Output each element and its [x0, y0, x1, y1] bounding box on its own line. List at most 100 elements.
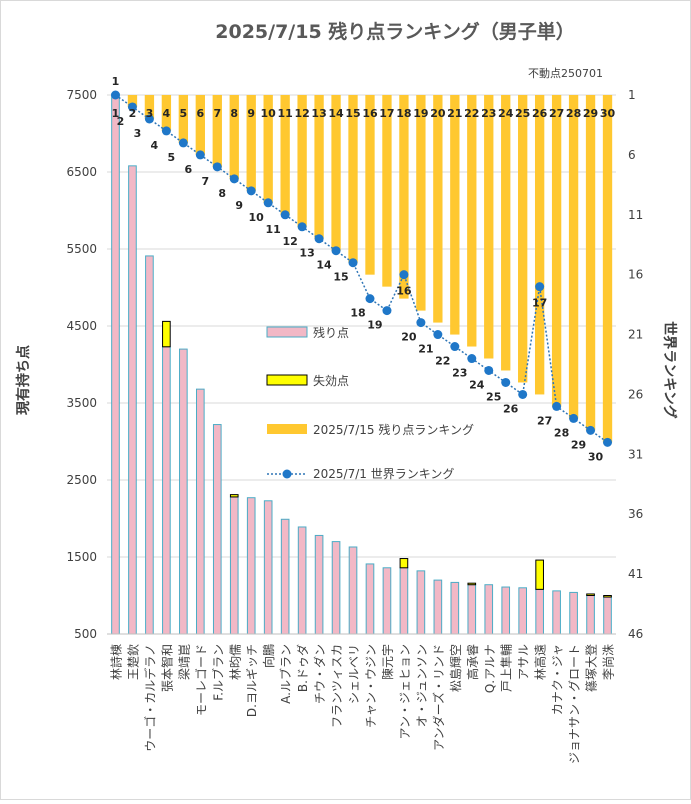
rank-0715-bar [229, 95, 239, 179]
chart-title: 2025/7/15 残り点ランキング（男子単） [215, 20, 574, 43]
category-label: ジョナサン・グロート [568, 644, 582, 764]
legend-swatch-expired [266, 374, 308, 386]
rank-0701-label: 8 [218, 187, 226, 200]
rank-0715-bar [144, 95, 155, 119]
remaining-points-bar [382, 567, 392, 635]
rank-0715-label: 30 [600, 107, 616, 120]
y-right-tick-label: 36 [628, 507, 643, 521]
y-right-tick-label: 11 [628, 208, 643, 222]
y-right-tick-label: 41 [628, 567, 643, 581]
remaining-points-bar [518, 587, 528, 635]
rank-0715-label: 7 [213, 107, 221, 120]
rank-0715-bar [399, 95, 409, 299]
remaining-points-bar [297, 526, 307, 635]
rank-0701-point [450, 342, 460, 352]
rank-0715-bar [501, 95, 511, 371]
rank-0701-label: 6 [184, 163, 192, 176]
rank-0715-bar [297, 95, 307, 227]
remaining-points-bar [229, 496, 239, 635]
rank-0715-bar [518, 95, 528, 383]
rank-0715-label: 27 [549, 107, 564, 120]
rank-0715-bar [534, 95, 545, 395]
legend-label-remaining: 残り点 [313, 326, 349, 340]
remaining-points-bar [280, 518, 290, 635]
expired-points-bar [399, 558, 409, 569]
rank-0715-label: 20 [430, 107, 446, 120]
rank-0715-bar [467, 95, 477, 347]
remaining-points-bar [399, 567, 409, 635]
rank-0715-label: 3 [146, 107, 154, 120]
remaining-points-bar [195, 388, 205, 635]
rank-0715-label: 18 [396, 107, 411, 120]
rank-0701-label: 26 [503, 402, 519, 415]
remaining-points-bar [416, 570, 426, 635]
rank-0701-point [399, 270, 409, 280]
rank-0715-label: 13 [311, 107, 326, 120]
rank-0701-point [535, 282, 545, 292]
legend-label-expired: 失効点 [313, 373, 349, 388]
category-label: D.ヨルギッチ [245, 644, 259, 717]
points-bar-layer [111, 94, 612, 635]
label-layer: 1 2 3 4 5 6 7 8 9 10 11 12 13 14 15 16 17 18 19 20 21 22 23 24 2… [108, 75, 615, 764]
remaining-points-bar [314, 534, 324, 635]
rank-0701-label: 9 [235, 199, 243, 212]
remaining-points-bar [179, 348, 188, 635]
remaining-points-bar [569, 591, 578, 635]
rank-0701-label: 3 [134, 127, 142, 140]
rank-0715-label: 24 [498, 107, 514, 120]
remaining-points-bar [535, 588, 544, 635]
legend-swatch-rank-0715 [267, 424, 307, 434]
category-label: 林詩棟 [108, 644, 123, 680]
y-left-tick-label: 1500 [66, 550, 97, 564]
rank-0715-bar [212, 95, 222, 167]
y-axis-left-title: 現有持ち点 [15, 345, 32, 415]
rank-0701-label: 10 [249, 211, 265, 224]
rank-0715-bar [450, 95, 460, 335]
rank-0715-bar [161, 95, 172, 131]
rank-0715-bar [382, 95, 392, 287]
category-label: 林昀儒 [228, 644, 242, 680]
rank-0715-label: 16 [362, 107, 378, 120]
rank-0701-label: 19 [367, 319, 382, 332]
rank-0715-bar [263, 95, 273, 203]
rank-0715-label: 19 [413, 107, 428, 120]
rank-0701-point [229, 174, 239, 184]
y-left-tick-label: 4500 [66, 319, 97, 333]
rank-0701-label: 27 [537, 414, 552, 427]
rank-0701-point [484, 365, 494, 375]
rank-0715-label: 21 [447, 107, 462, 120]
rank-0701-label: 11 [265, 223, 280, 236]
expired-points-bar [586, 593, 595, 597]
category-label: 王楚欽 [125, 644, 140, 680]
rank-0715-bar [484, 95, 494, 359]
rank-0701-label: 1 [112, 75, 120, 88]
legend-swatch-remaining [266, 326, 308, 338]
rank-0701-label: 22 [435, 355, 450, 368]
rank-0701-point [144, 114, 154, 124]
remaining-points-bar [433, 579, 443, 635]
rank-0715-label: 28 [566, 107, 581, 120]
y-left-tick-label: 2500 [66, 473, 97, 487]
remaining-points-bar [212, 424, 222, 635]
y-left-tick-label: 6500 [66, 165, 97, 179]
grid-layer [107, 94, 616, 635]
category-label: オ・ジュンソン [415, 644, 429, 727]
rank-0701-label: 7 [201, 175, 209, 188]
remaining-points-bar [145, 255, 154, 635]
y-right-tick-label: 6 [628, 148, 636, 162]
rank-0715-bar [314, 95, 324, 239]
rank-0701-label: 24 [469, 378, 485, 391]
y-left-tick-label: 5500 [66, 242, 97, 256]
rank-0715-label: 29 [583, 107, 598, 120]
rank-0715-label: 26 [532, 107, 548, 120]
category-label: 高承睿 [465, 644, 480, 680]
rank-0701-point [246, 186, 256, 196]
remaining-points-bar [246, 497, 256, 635]
rank-0715-label: 12 [294, 107, 309, 120]
rank-0701-point [467, 354, 477, 364]
rank-0701-point [348, 258, 358, 268]
rank-0701-point [518, 389, 528, 399]
category-label: カナク・ジャ [551, 644, 565, 715]
